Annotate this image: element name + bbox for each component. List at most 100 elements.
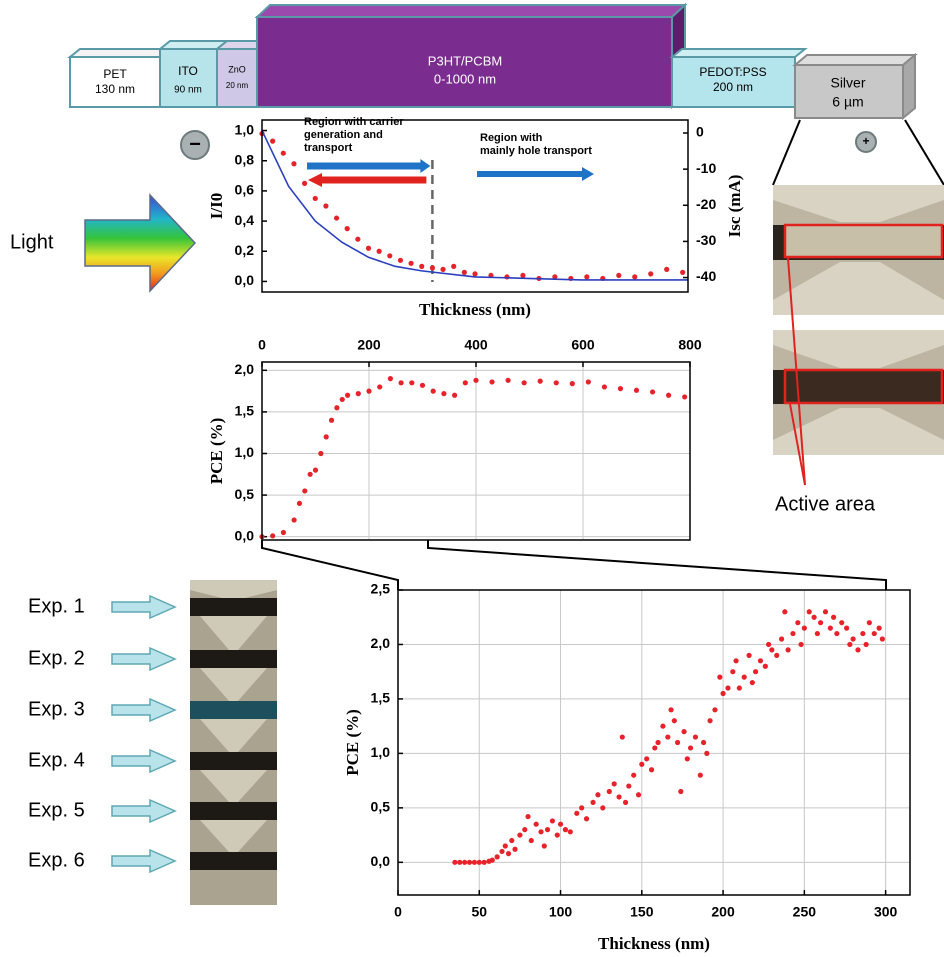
data-point [280, 150, 286, 156]
y-tick-label: 0,0 [235, 527, 255, 543]
x-tick-label: 800 [678, 337, 702, 353]
data-point [632, 274, 638, 280]
data-point [782, 609, 788, 615]
layer-label: PET [103, 67, 127, 81]
data-point [741, 674, 747, 680]
data-point [397, 257, 404, 263]
data-point [765, 641, 772, 648]
chart: 0 200 400 600 800 0,0 0,5 1,0 1,5 2,0 PCE (%) [207, 337, 702, 544]
light-arrow [84, 193, 197, 293]
plot-area [262, 120, 688, 292]
data-point [466, 859, 473, 865]
x-tick-label: 0 [394, 904, 402, 920]
data-point [778, 636, 785, 642]
y-tick-label: 1,5 [371, 690, 391, 706]
data-point [801, 625, 807, 631]
data-point [590, 799, 596, 806]
annotation-arrow-head [582, 167, 594, 181]
y-tick-label: 0,2 [235, 242, 255, 258]
data-point [850, 636, 856, 642]
data-point [704, 750, 710, 756]
x-tick-label: 100 [549, 904, 573, 920]
data-point [717, 674, 723, 680]
electrode-sign: − [189, 133, 201, 155]
data-point [814, 630, 820, 637]
data-point [733, 658, 739, 664]
data-point [736, 685, 742, 691]
data-point [678, 788, 684, 795]
y-tick-label: 2,5 [371, 581, 391, 597]
data-point [831, 614, 837, 620]
data-point [419, 263, 425, 269]
data-point [365, 245, 372, 251]
data-point [666, 392, 672, 398]
data-point [270, 533, 276, 539]
data-point [769, 647, 775, 653]
data-point [553, 380, 559, 386]
layer-label: Silver [830, 75, 865, 91]
data-point [674, 739, 681, 746]
annotation: transport [304, 142, 353, 154]
experiment-labels: Exp. 1 Exp. 2 Exp. 3 Exp. 4 Exp. 5 Exp. 6 [28, 594, 177, 874]
data-point [544, 827, 551, 833]
experiment-arrow [111, 798, 177, 824]
data-point [430, 388, 436, 394]
data-point [291, 517, 297, 523]
data-point [818, 620, 824, 626]
data-point [785, 647, 791, 653]
data-point [611, 781, 617, 787]
experiment-label: Exp. 5 [28, 799, 85, 821]
data-point [476, 859, 482, 865]
data-point [481, 859, 487, 865]
data-point [323, 203, 329, 209]
data-point [617, 386, 624, 392]
data-point [574, 810, 580, 816]
data-point [302, 488, 308, 494]
data-point [774, 652, 780, 658]
data-point [366, 388, 372, 394]
y-tick-label: 0,0 [235, 272, 255, 288]
y-tick-label: 0,8 [235, 151, 255, 167]
x-tick-label: 200 [357, 337, 381, 353]
data-point [323, 434, 329, 440]
experiment-label: Exp. 3 [28, 698, 85, 720]
data-point [525, 813, 531, 820]
layer-label: ZnO [228, 64, 246, 74]
experiment-label: Exp. 6 [28, 849, 85, 871]
data-point [725, 685, 731, 691]
data-point [376, 248, 382, 254]
layer-label: PEDOT:PSS [699, 65, 766, 79]
data-point [471, 859, 477, 865]
data-point [860, 630, 866, 637]
data-point [302, 180, 308, 186]
data-point [665, 734, 671, 740]
data-point [567, 829, 573, 835]
x-tick-label: 150 [630, 904, 654, 920]
chart: 0,0 0,2 0,4 0,6 0,8 1,0 0 -10 -20 -30 -40 Region wi… [207, 116, 744, 319]
data-point [687, 745, 694, 751]
data-point [749, 679, 755, 686]
data-point [684, 756, 690, 762]
data-point [569, 381, 575, 387]
data-point [557, 821, 564, 827]
data-point [601, 384, 608, 390]
data-point [328, 417, 335, 423]
data-point [494, 854, 500, 860]
data-point [461, 269, 467, 275]
data-point [839, 620, 845, 626]
data-point [668, 707, 674, 713]
x-tick-label: 600 [571, 337, 595, 353]
annotation: Region with [480, 132, 543, 144]
x-axis-label: Thickness (nm) [419, 300, 531, 319]
layer-thickness: 20 nm [226, 81, 249, 90]
data-point [855, 647, 861, 653]
layer-label: P3HT/PCBM [428, 53, 502, 68]
y2-tick-label: -20 [696, 196, 716, 212]
y-axis-label: PCE (%) [343, 709, 362, 776]
data-point [616, 794, 622, 800]
layer-thickness: 130 nm [95, 82, 135, 96]
y-tick-label: 0,0 [371, 853, 391, 869]
data-point [462, 380, 468, 386]
data-point [633, 387, 640, 393]
